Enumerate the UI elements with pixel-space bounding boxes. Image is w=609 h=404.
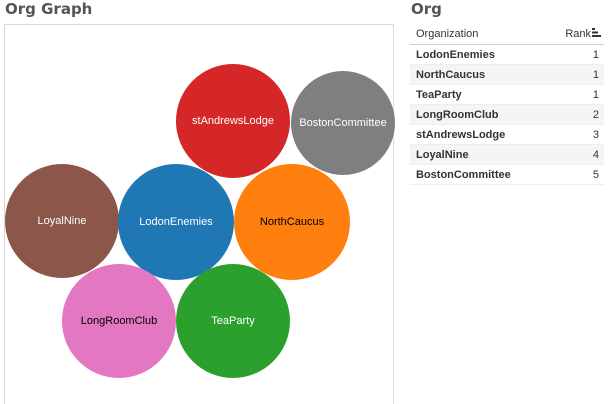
bubble-label: BostonCommittee [299,117,387,129]
cell-rank: 1 [546,44,604,65]
column-header-organization[interactable]: Organization [410,24,547,45]
org-graph-canvas[interactable]: stAndrewsLodge BostonCommittee LoyalNine… [4,24,395,404]
cell-organization: NorthCaucus [410,64,547,85]
table-row[interactable]: LoyalNine 4 [410,144,604,165]
table-row[interactable]: LongRoomClub 2 [410,104,604,125]
sort-descending-icon[interactable] [592,28,601,40]
cell-organization: TeaParty [410,84,547,105]
bubble-loyalnine[interactable]: LoyalNine [5,164,119,278]
table-row[interactable]: TeaParty 1 [410,84,604,105]
bubble-lodonenemies[interactable]: LodonEnemies [118,164,234,280]
bubble-label: stAndrewsLodge [192,115,274,127]
rank-header-label: Rank [565,27,591,40]
bubble-standrewslodge[interactable]: stAndrewsLodge [176,64,290,178]
bubble-longroomclub[interactable]: LongRoomClub [62,264,176,378]
cell-organization: stAndrewsLodge [410,124,547,145]
cell-organization: BostonCommittee [410,164,547,185]
cell-organization: LoyalNine [410,144,547,165]
column-header-rank[interactable]: Rank [546,24,604,45]
cell-rank: 2 [546,104,604,125]
table-row[interactable]: NorthCaucus 1 [410,64,604,85]
cell-organization: LongRoomClub [410,104,547,125]
bubble-label: LodonEnemies [139,216,213,228]
cell-rank: 1 [546,84,604,105]
cell-rank: 5 [546,164,604,185]
table-row[interactable]: BostonCommittee 5 [410,164,604,185]
table-row[interactable]: LodonEnemies 1 [410,44,604,65]
bubble-label: NorthCaucus [259,216,325,228]
table-row[interactable]: stAndrewsLodge 3 [410,124,604,145]
bubble-teaparty[interactable]: TeaParty [176,264,290,378]
bubble-label: LongRoomClub [80,315,158,327]
cell-organization: LodonEnemies [410,44,547,65]
org-graph-title: Org Graph [5,0,93,18]
bubble-label: LoyalNine [37,215,87,227]
org-table-title: Org [411,0,442,18]
org-table: Organization Rank LodonEnemies 1 NorthCau… [410,24,604,185]
cell-rank: 4 [546,144,604,165]
bubble-label: TeaParty [211,315,255,327]
bubble-bostoncommittee[interactable]: BostonCommittee [291,71,395,175]
cell-rank: 1 [546,64,604,85]
cell-rank: 3 [546,124,604,145]
bubble-northcaucus[interactable]: NorthCaucus [234,164,350,280]
